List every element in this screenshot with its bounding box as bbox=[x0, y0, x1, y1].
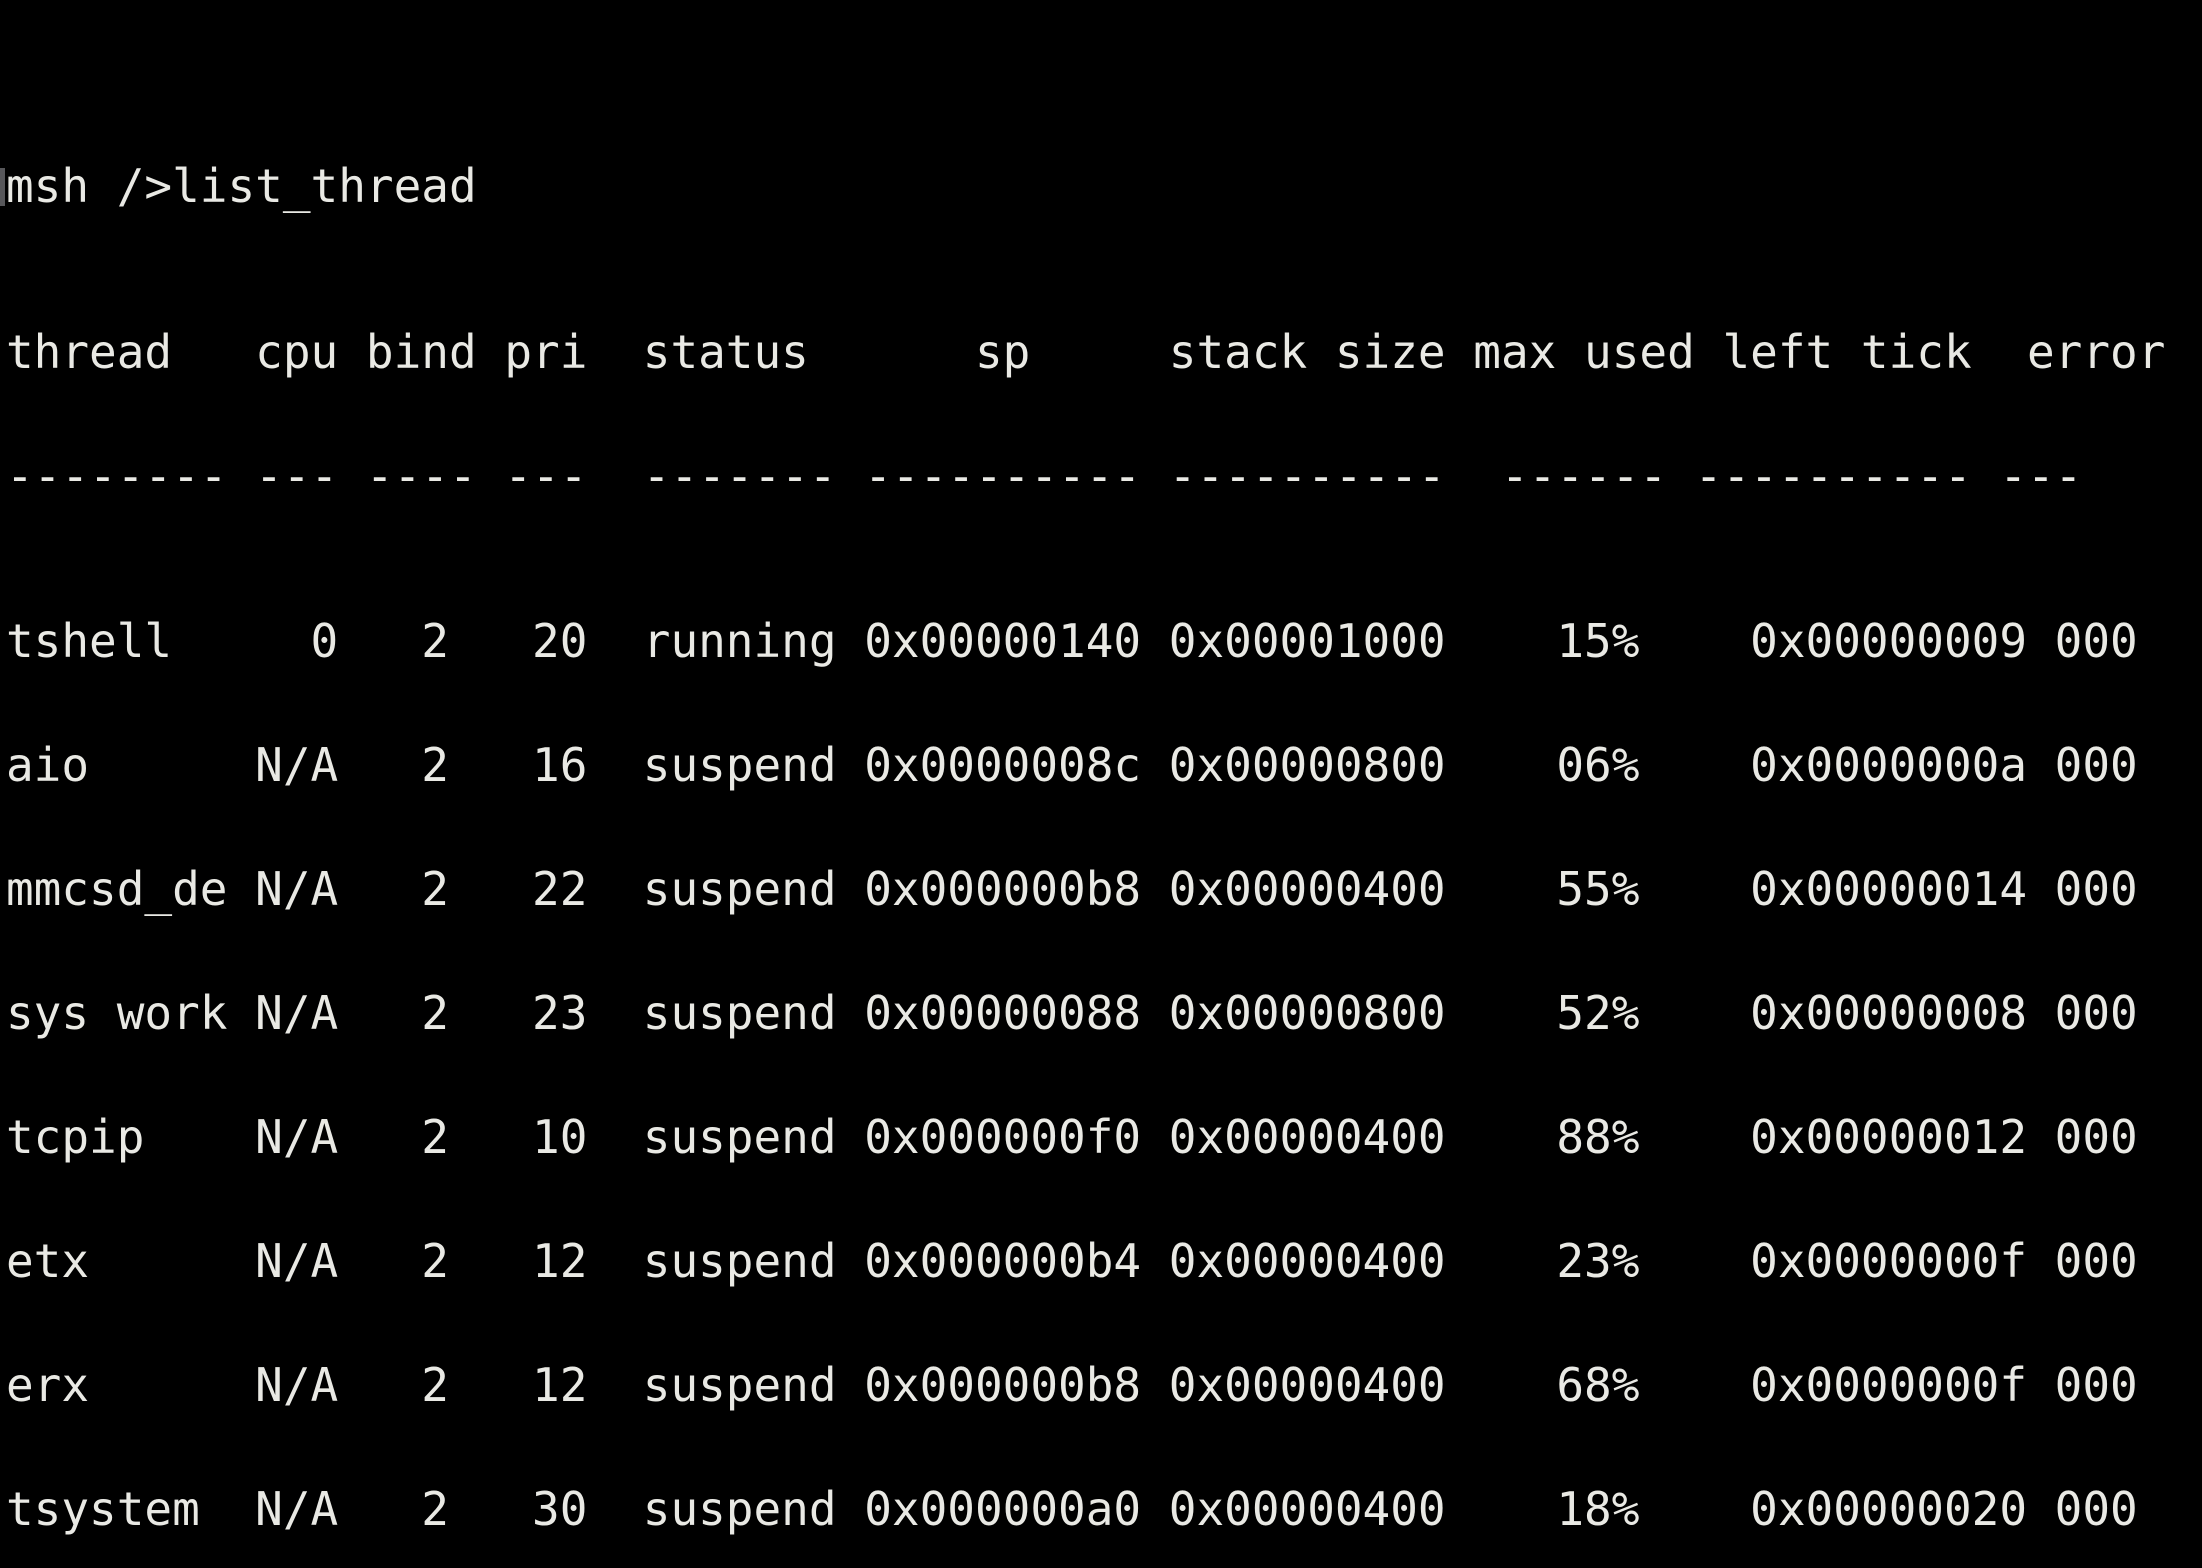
thread-table-header: thread cpu bind pri status sp stack size… bbox=[6, 324, 2166, 379]
table-row: mmcsd_de N/A 2 22 suspend 0x000000b8 0x0… bbox=[6, 862, 2138, 917]
command-text: msh />list_thread bbox=[6, 159, 477, 214]
table-row: aio N/A 2 16 suspend 0x0000008c 0x000008… bbox=[6, 738, 2138, 793]
cursor-marker bbox=[0, 168, 5, 207]
table-row: etx N/A 2 12 suspend 0x000000b4 0x000004… bbox=[6, 1234, 2138, 1289]
table-row: tshell 0 2 20 running 0x00000140 0x00001… bbox=[6, 614, 2138, 669]
command-line-list-thread[interactable]: msh />list_thread bbox=[0, 163, 2202, 209]
thread-table-separator: -------- --- ---- --- ------- ----------… bbox=[6, 448, 2083, 503]
table-row: erx N/A 2 12 suspend 0x000000b8 0x000004… bbox=[6, 1358, 2138, 1413]
table-row: sys work N/A 2 23 suspend 0x00000088 0x0… bbox=[6, 986, 2138, 1041]
table-row: tsystem N/A 2 30 suspend 0x000000a0 0x00… bbox=[6, 1482, 2138, 1537]
table-row: tcpip N/A 2 10 suspend 0x000000f0 0x0000… bbox=[6, 1110, 2138, 1165]
